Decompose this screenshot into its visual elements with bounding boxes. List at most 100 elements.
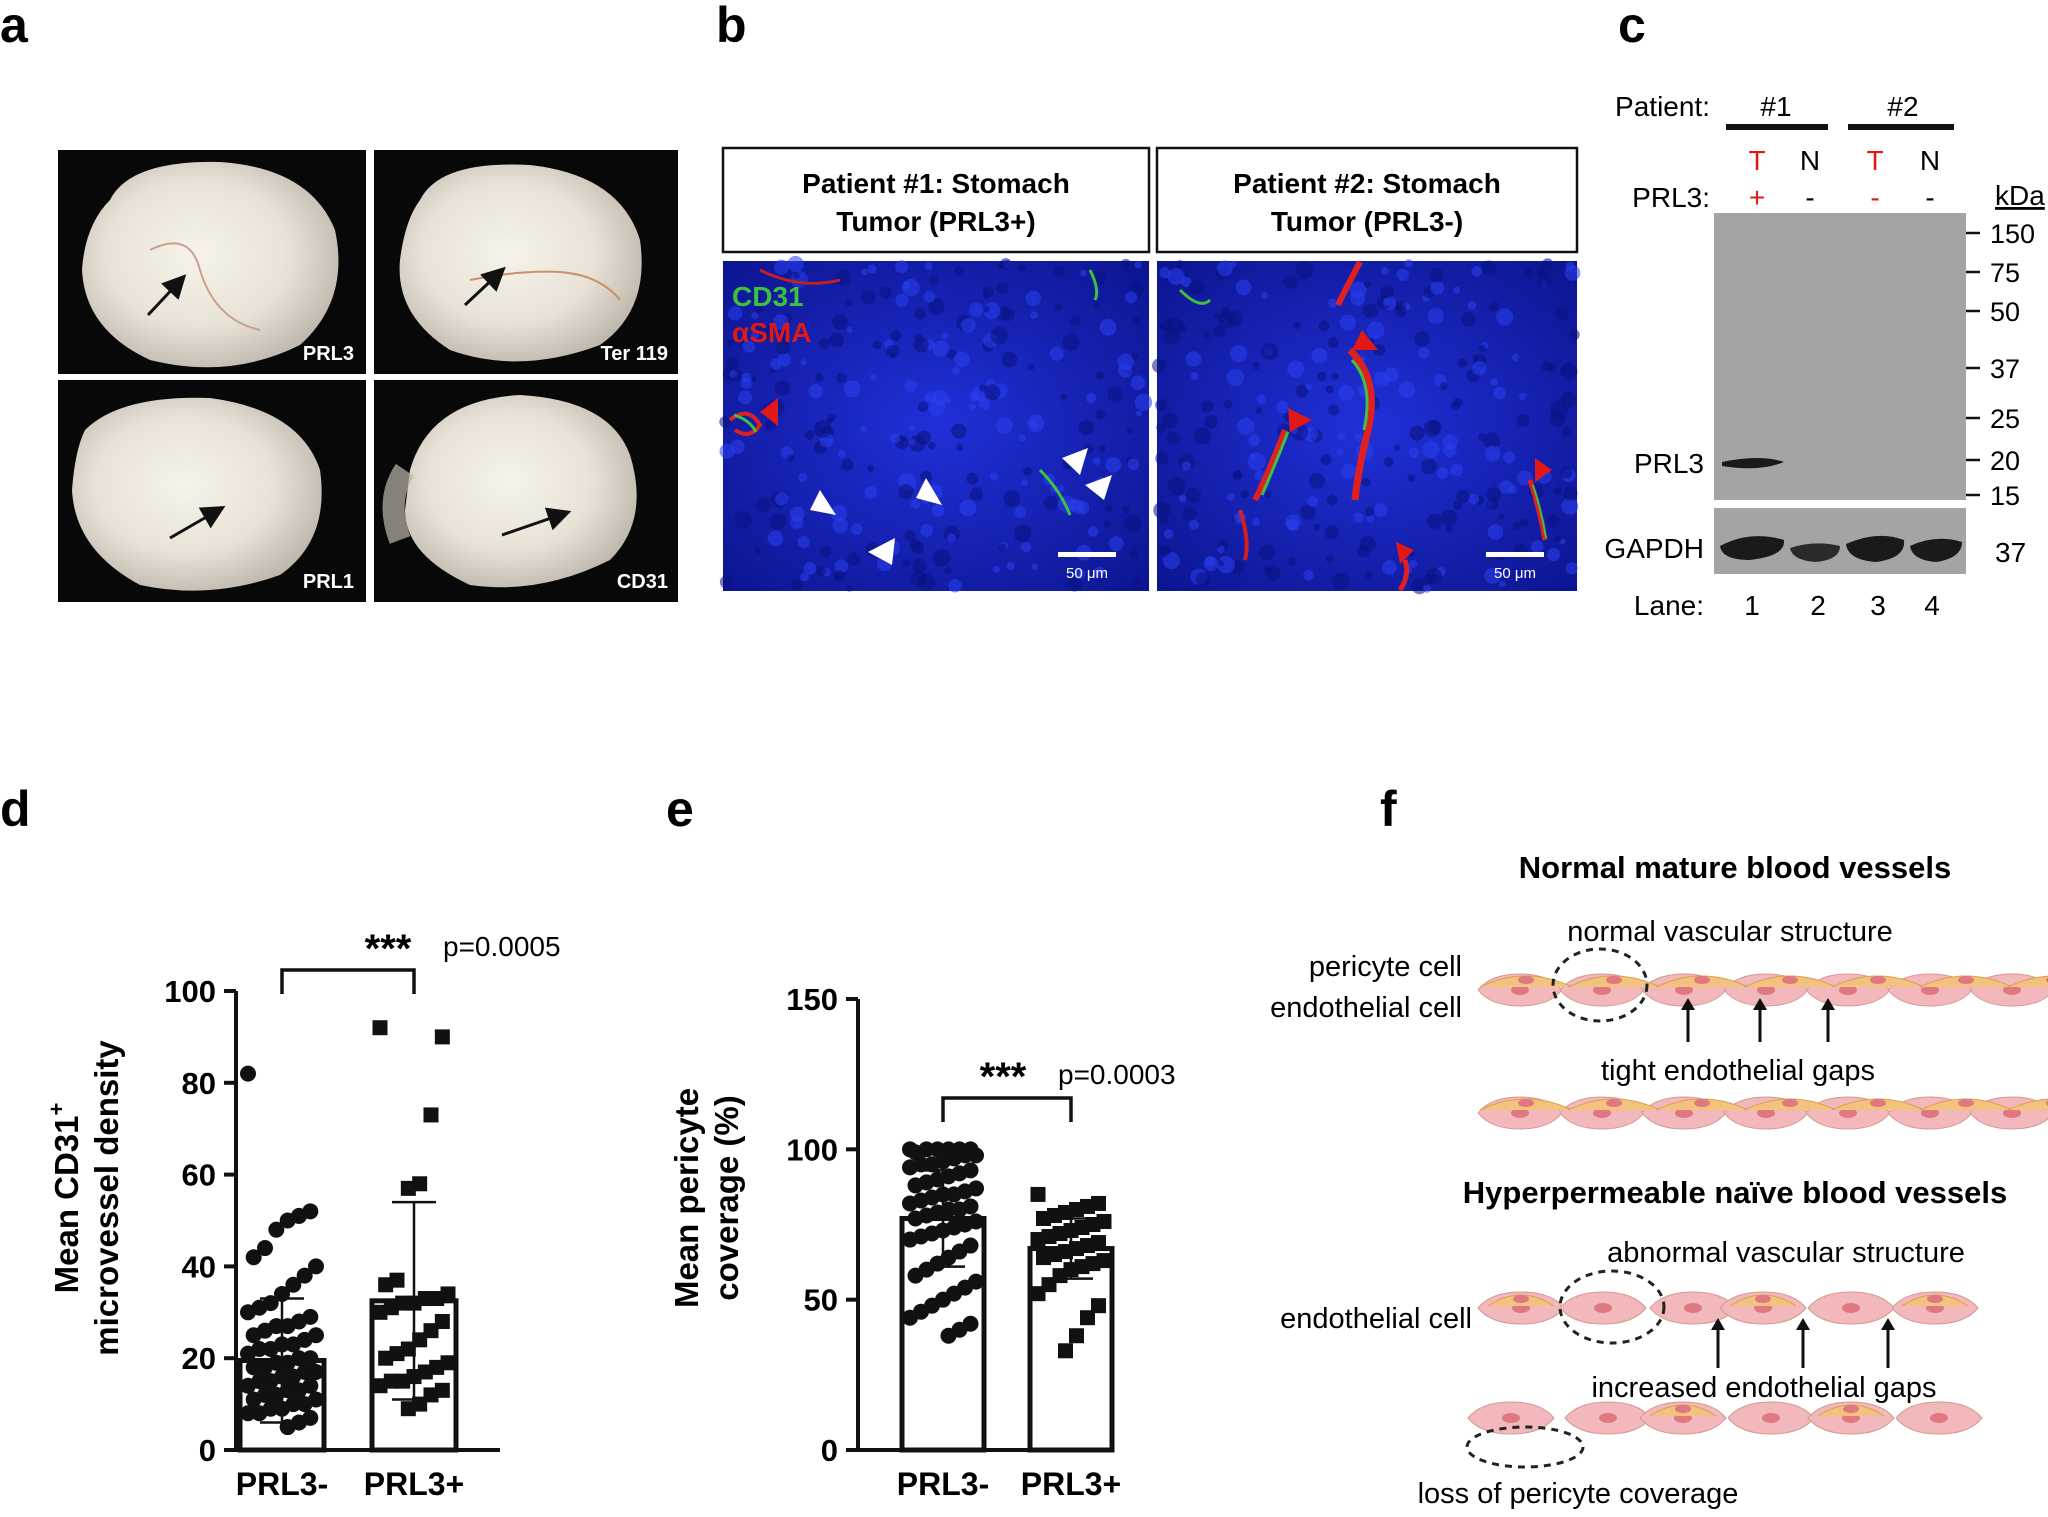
cell-nucleus bbox=[1921, 1108, 1939, 1118]
white-arrow-icon bbox=[916, 478, 942, 505]
fluorescence-image-patient2: 50 μm bbox=[1151, 258, 1581, 595]
data-point bbox=[279, 1419, 296, 1436]
data-point bbox=[946, 1186, 962, 1203]
dashed-circle-loss bbox=[1465, 1425, 1585, 1469]
white-arrow-icon bbox=[810, 490, 836, 515]
chart-d: Mean CD31+ microvessel density 0 20 40 60 80… bbox=[44, 927, 561, 1502]
cell-nucleus bbox=[1518, 1099, 1534, 1107]
y-tick-label: 20 bbox=[182, 1341, 216, 1376]
prl3-status-label: PRL3: bbox=[1632, 182, 1710, 213]
panel-label-f: f bbox=[1380, 781, 1397, 837]
cell-nucleus bbox=[1842, 1303, 1860, 1313]
photo-label: Ter 119 bbox=[601, 343, 668, 365]
data-point bbox=[1030, 1232, 1046, 1248]
header-box bbox=[721, 146, 1151, 254]
data-point bbox=[262, 1373, 279, 1390]
prl3-status: + bbox=[1749, 182, 1765, 213]
data-point bbox=[279, 1212, 296, 1229]
gap-arrow-icon bbox=[1753, 998, 1767, 1010]
dashed-circle-normal bbox=[1551, 947, 1649, 1023]
panel-a-photo-grid: PRL3 Ter 119 PRL1 CD31 bbox=[58, 150, 678, 602]
data-point bbox=[296, 1396, 313, 1413]
cell-nucleus bbox=[1675, 1405, 1691, 1413]
x-tick-label: PRL3+ bbox=[1021, 1466, 1121, 1502]
embryo-photo-prl1: PRL1 bbox=[58, 380, 366, 602]
red-arrow-icon bbox=[1535, 458, 1552, 482]
data-point bbox=[372, 1304, 388, 1320]
cell-nucleus bbox=[1757, 985, 1775, 995]
data-point bbox=[395, 1295, 411, 1311]
title-hyper-vessels: Hyperpermeable naïve blood vessels bbox=[1463, 1175, 2007, 1210]
data-point bbox=[423, 1387, 439, 1403]
lane-type: N bbox=[1800, 145, 1820, 176]
x-tick-label: PRL3- bbox=[897, 1466, 989, 1502]
data-point bbox=[924, 1156, 940, 1173]
gap-arrow-icon bbox=[1821, 998, 1835, 1010]
label-increased-gaps: increased endothelial gaps bbox=[1591, 1372, 1936, 1404]
data-point bbox=[291, 1382, 307, 1399]
kda-marker: 50 bbox=[1990, 297, 2020, 327]
red-arrow-icon bbox=[1352, 330, 1378, 350]
data-point bbox=[389, 1346, 405, 1362]
data-point bbox=[1069, 1328, 1084, 1344]
data-point bbox=[1036, 1210, 1051, 1226]
y-axis-label: microvessel density bbox=[88, 1040, 125, 1356]
panel-b: Patient #1: Stomach Tumor (PRL3+) Patien… bbox=[719, 146, 1581, 595]
data-point bbox=[389, 1272, 405, 1288]
vessel-row-hyper-top bbox=[1477, 1291, 1979, 1325]
label-normal-structure: normal vascular structure bbox=[1567, 916, 1893, 948]
label-endothelial-cell: endothelial cell bbox=[1280, 1303, 1472, 1335]
kda-marker: 37 bbox=[1995, 537, 2026, 568]
data-point bbox=[257, 1240, 273, 1257]
cell-nucleus bbox=[1599, 1413, 1617, 1423]
red-arrow-icon bbox=[760, 398, 778, 426]
cell-nucleus bbox=[1694, 976, 1710, 984]
data-point bbox=[257, 1359, 273, 1376]
photo-label: PRL1 bbox=[303, 571, 354, 593]
lane-number: 4 bbox=[1924, 590, 1940, 621]
cell-nucleus bbox=[1757, 1108, 1775, 1118]
data-point bbox=[383, 1300, 399, 1316]
pericyte-cell bbox=[2007, 1098, 2048, 1111]
cell-nucleus bbox=[1606, 1099, 1622, 1107]
y-tick-label: 100 bbox=[164, 974, 216, 1009]
legend-asma: αSMA bbox=[732, 317, 811, 348]
data-point bbox=[434, 1313, 450, 1329]
header-text: Patient #1: Stomach bbox=[802, 168, 1070, 199]
data-point bbox=[240, 1304, 256, 1321]
band-gapdh bbox=[1846, 535, 1905, 562]
data-point bbox=[902, 1159, 918, 1176]
scale-bar-label: 50 μm bbox=[1494, 565, 1536, 582]
cell-nucleus bbox=[2003, 1108, 2021, 1118]
data-point bbox=[929, 1141, 946, 1158]
data-point bbox=[395, 1373, 411, 1389]
cell-nucleus bbox=[1606, 976, 1622, 984]
data-point bbox=[240, 1377, 256, 1394]
data-point bbox=[240, 1065, 256, 1082]
vessel-row-normal-top bbox=[1477, 973, 2048, 1007]
label-endothelial-cell: endothelial cell bbox=[1270, 992, 1462, 1024]
cell-nucleus bbox=[1782, 976, 1798, 984]
data-point bbox=[940, 1327, 957, 1344]
header-text: Patient #2: Stomach bbox=[1233, 168, 1501, 199]
data-point bbox=[268, 1221, 285, 1238]
data-point bbox=[902, 1231, 918, 1248]
data-point bbox=[279, 1318, 296, 1335]
data-point bbox=[951, 1201, 968, 1218]
title-normal-vessels: Normal mature blood vessels bbox=[1519, 850, 1951, 885]
cell-nucleus bbox=[1594, 1303, 1612, 1313]
patient-2-bar bbox=[1848, 124, 1954, 130]
cell-nucleus bbox=[1927, 1295, 1943, 1303]
data-point bbox=[907, 1144, 924, 1161]
red-arrow-icon bbox=[1396, 542, 1414, 564]
scale-bar bbox=[1486, 552, 1544, 557]
data-point bbox=[434, 1382, 450, 1398]
band-prl3 bbox=[1722, 458, 1784, 469]
data-point bbox=[372, 1378, 388, 1394]
vessel-row-hyper-bottom bbox=[1467, 1401, 1983, 1435]
cell-nucleus bbox=[1593, 1108, 1611, 1118]
embryo-photo-cd31: CD31 bbox=[374, 380, 678, 602]
panel-label-a: a bbox=[0, 0, 29, 53]
cell-nucleus bbox=[1694, 1099, 1710, 1107]
